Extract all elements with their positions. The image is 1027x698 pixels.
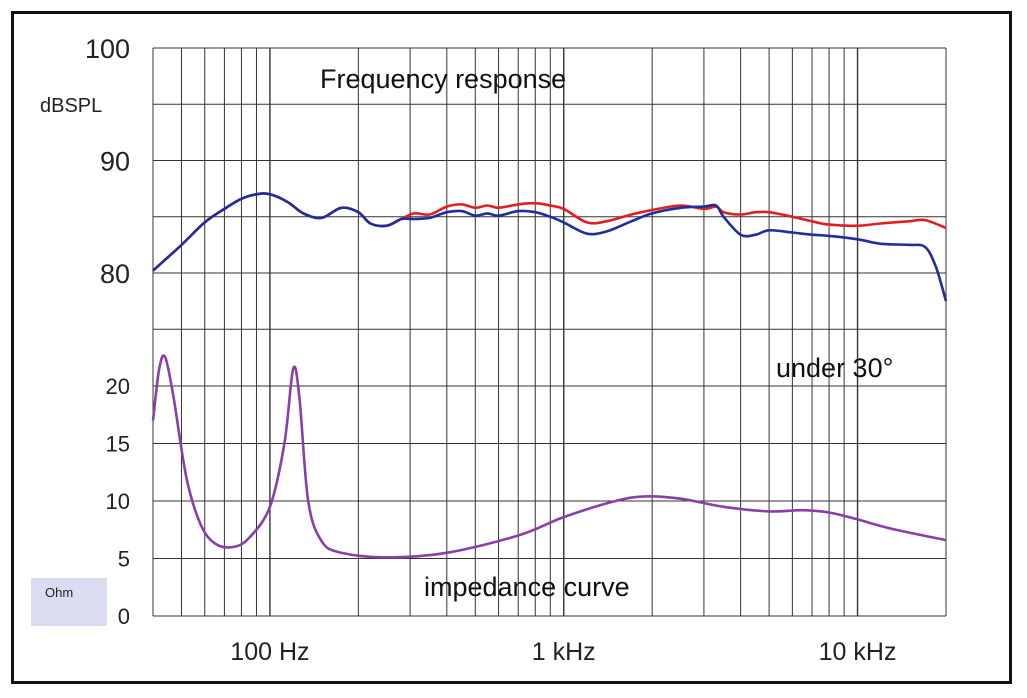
x-tick-label: 100 Hz bbox=[230, 638, 309, 666]
y-tick-label-dbspl: 90 bbox=[100, 147, 130, 177]
y-tick-label-dbspl: 80 bbox=[100, 259, 130, 289]
series-line-under-30 bbox=[152, 192, 948, 302]
series-line-on-axis bbox=[152, 192, 947, 272]
ohm-unit-label: Ohm bbox=[45, 585, 73, 600]
chart-frame bbox=[11, 11, 1012, 684]
y-tick-label-dbspl: 100 bbox=[85, 34, 130, 64]
ohm-unit-band bbox=[31, 578, 107, 626]
y-tick-label-ohm: 10 bbox=[106, 489, 130, 514]
chart-grid bbox=[152, 47, 947, 617]
chart-labels: Frequency response under 30° impedance c… bbox=[40, 64, 893, 602]
y-tick-label-ohm: 5 bbox=[118, 547, 130, 572]
chart-series bbox=[151, 192, 948, 559]
axis-ticks: 100 90 80 20 15 10 5 0 100 Hz 1 kHz 10 kHz bbox=[85, 34, 897, 666]
chart-title: Frequency response bbox=[320, 64, 566, 94]
dbspl-unit-label: dBSPL bbox=[40, 95, 102, 117]
impedance-annotation: impedance curve bbox=[424, 572, 630, 602]
x-tick-label: 1 kHz bbox=[532, 638, 596, 666]
y-tick-label-ohm: 20 bbox=[106, 374, 130, 399]
ohm-label-background bbox=[31, 578, 107, 626]
y-tick-label-ohm: 15 bbox=[106, 432, 130, 457]
offaxis-annotation: under 30° bbox=[776, 353, 893, 383]
series-line-impedance-curve bbox=[151, 354, 947, 559]
y-tick-label-ohm: 0 bbox=[118, 604, 130, 629]
x-tick-label: 10 kHz bbox=[819, 638, 897, 666]
